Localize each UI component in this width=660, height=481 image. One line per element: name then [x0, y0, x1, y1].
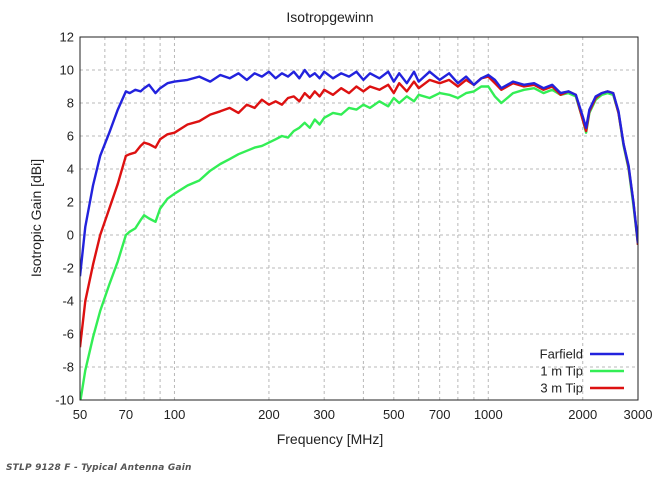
- series-layer: [80, 68, 638, 400]
- x-tick-label: 1000: [474, 407, 503, 422]
- x-tick-labels: 50 70 100 200 300 500 700 1000 2000 3000: [73, 407, 653, 422]
- y-tick-label: 10: [60, 63, 74, 78]
- x-tick-label: 200: [258, 407, 280, 422]
- y-tick-label: 6: [67, 129, 74, 144]
- y-tick-label: 4: [67, 162, 74, 177]
- figure-caption: STLP 9128 F - Typical Antenna Gain: [6, 463, 192, 473]
- y-tick-label: -4: [62, 294, 74, 309]
- y-tick-labels: -10 -8 -6 -4 -2 0 2 4 6 8 10 12: [55, 30, 74, 408]
- x-tick-label: 2000: [568, 407, 597, 422]
- legend-label: 3 m Tip: [540, 381, 583, 396]
- x-tick-label: 500: [383, 407, 405, 422]
- series-line-1-m-tip: [80, 85, 638, 400]
- y-axis-title: Isotropic Gain [dBi]: [28, 159, 44, 277]
- chart-title: Isotropgewinn: [286, 9, 373, 25]
- x-axis-title: Frequency [MHz]: [277, 431, 384, 447]
- y-tick-label: -6: [62, 327, 74, 342]
- plot-frame: [79, 36, 639, 401]
- gain-chart: 50 70 100 200 300 500 700 1000 2000 3000 -10-8-6-…: [28, 9, 653, 447]
- x-tick-label: 700: [429, 407, 451, 422]
- y-tick-label: 8: [67, 96, 74, 111]
- x-tick-label: 3000: [624, 407, 653, 422]
- x-tick-label: 300: [313, 407, 335, 422]
- y-tick-label: 2: [67, 195, 74, 210]
- y-tick-label: -2: [62, 261, 74, 276]
- legend: Farfield 1 m Tip 3 m Tip: [540, 347, 624, 396]
- y-tick-label: 0: [67, 228, 74, 243]
- series-line-3-m-tip: [80, 75, 638, 348]
- legend-label: Farfield: [540, 347, 583, 362]
- y-tick-label: -8: [62, 360, 74, 375]
- legend-label: 1 m Tip: [540, 364, 583, 379]
- y-tick-label: 12: [60, 30, 74, 45]
- x-tick-label: 50: [73, 407, 87, 422]
- y-tick-label: -10: [55, 393, 74, 408]
- x-tick-label: 100: [164, 407, 186, 422]
- x-tick-label: 70: [119, 407, 133, 422]
- series-line-farfield: [80, 68, 638, 277]
